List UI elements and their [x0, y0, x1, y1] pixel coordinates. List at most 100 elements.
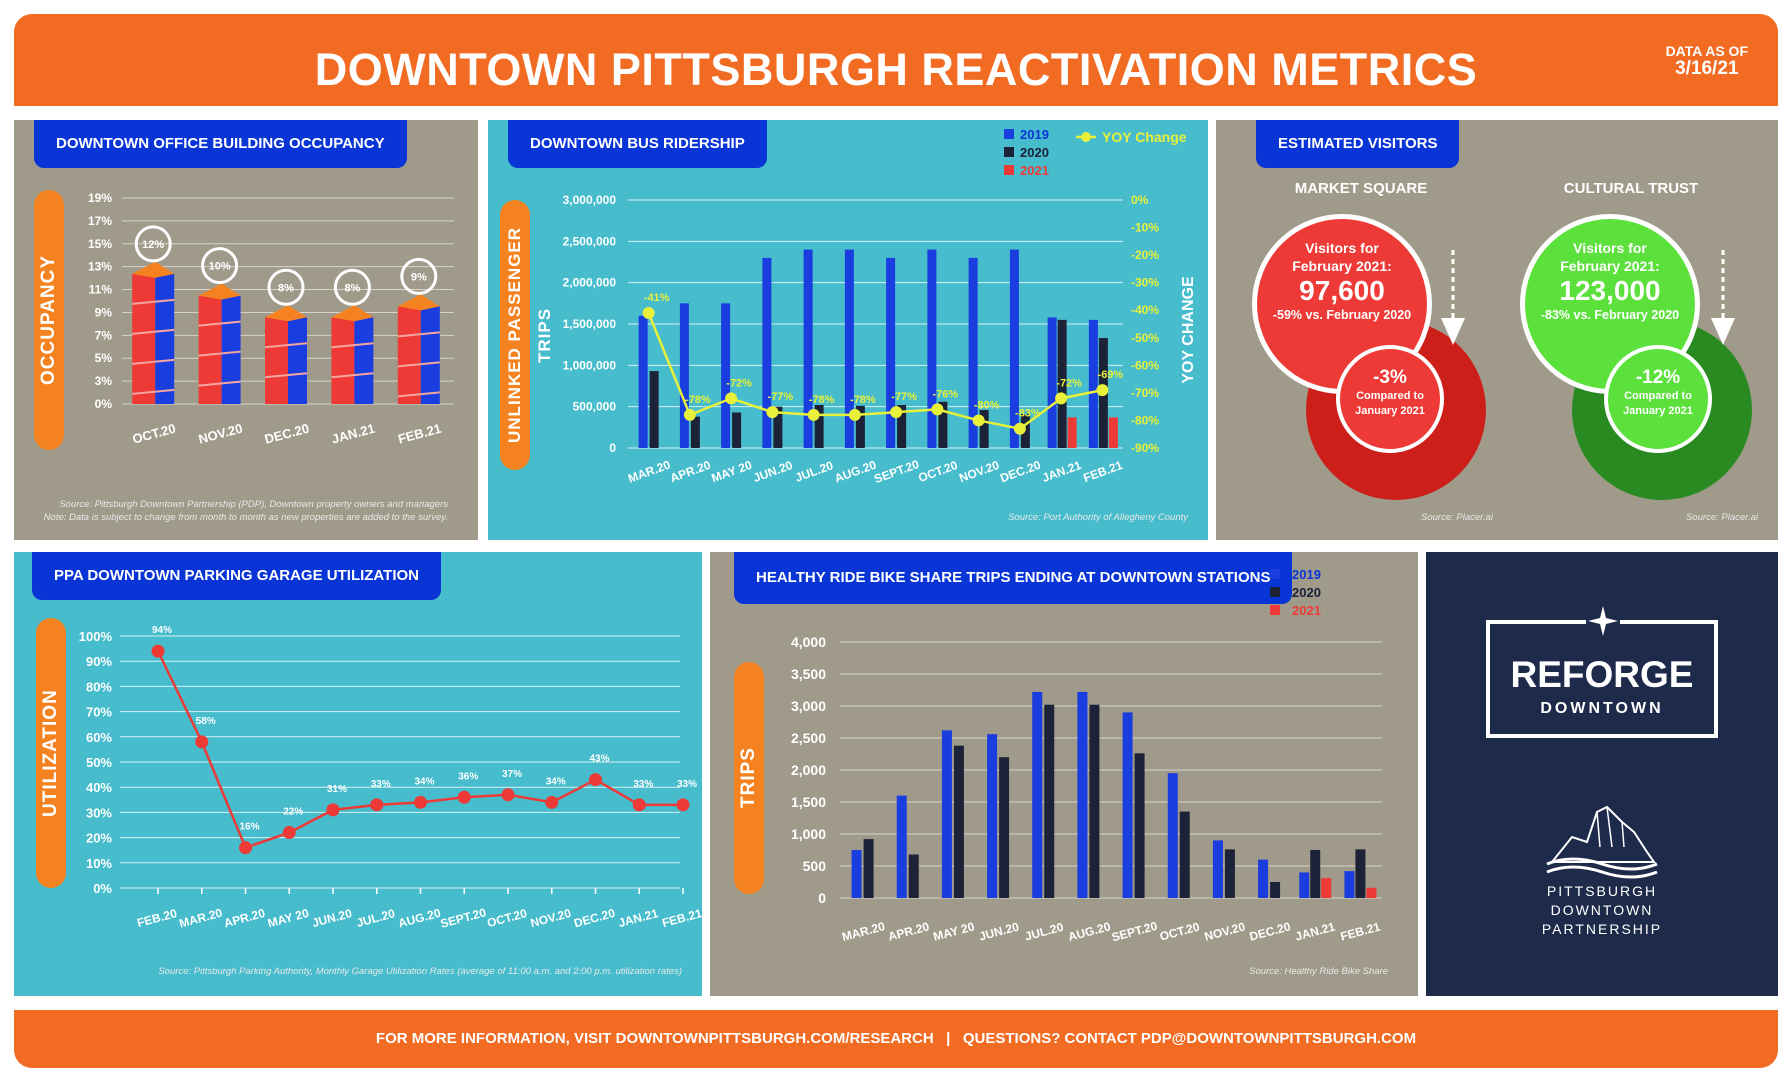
bike-bar-2020 — [1355, 849, 1366, 898]
parking-xtick: JUL.20 — [355, 906, 397, 930]
occupancy-bar-front — [331, 317, 355, 404]
occupancy-label-circle — [400, 257, 438, 295]
bus-bar-2020 — [897, 405, 907, 448]
bike-bar-2020 — [1270, 882, 1281, 898]
bike-ytick: 0 — [818, 890, 826, 906]
bike-bar-2019 — [1344, 871, 1355, 898]
bus-bar-2021 — [1108, 417, 1118, 448]
parking-point — [676, 798, 690, 812]
bike-xtick: NOV.20 — [1203, 919, 1247, 943]
market-square-line1: Visitors for — [1305, 240, 1379, 256]
bus-yoy-label: -77% — [891, 391, 917, 403]
cultural-trust-value: 123,000 — [1559, 275, 1661, 306]
bike-bar-2021 — [1321, 878, 1332, 898]
parking-ytick: 10% — [86, 856, 112, 871]
bus-xtick: NOV.20 — [957, 458, 1001, 485]
occupancy-data-label: 12% — [142, 239, 164, 251]
bus-bar-2019 — [1088, 319, 1098, 448]
bus-y2tick: -60% — [1131, 358, 1159, 372]
bus-ytick: 1,000,000 — [563, 358, 617, 372]
occupancy-ytick: 3% — [95, 374, 113, 388]
bus-ytick: 1,500,000 — [563, 317, 617, 331]
parking-data-label: 33% — [371, 779, 391, 790]
bus-bar-2020 — [732, 412, 742, 448]
bus-yoy-point — [807, 408, 820, 421]
data-as-of: DATA AS OF 3/16/21 — [1666, 42, 1748, 78]
occupancy-source-line2: Note: Data is subject to change from mon… — [43, 512, 448, 523]
bike-xtick: APR.20 — [887, 919, 932, 943]
bus-yoy-point — [642, 306, 655, 319]
bus-yoy-label: -78% — [850, 394, 876, 406]
parking-line — [156, 650, 683, 850]
parking-xtick: MAY 20 — [266, 906, 311, 930]
bus-yoy-label: -78% — [685, 394, 711, 406]
bike-bar-2019 — [851, 850, 862, 898]
bus-ytick: 3,000,000 — [563, 193, 617, 207]
occupancy-xtick: FEB.21 — [396, 421, 442, 447]
occupancy-bar-front — [132, 273, 156, 404]
bus-bar-2019 — [1009, 249, 1019, 448]
parking-point — [501, 788, 515, 802]
bus-bar-2020 — [773, 406, 783, 448]
bike-bar-2020 — [863, 839, 874, 898]
parking-point — [326, 803, 340, 817]
bike-legend-swatch — [1270, 605, 1280, 615]
parking-ytick: 60% — [86, 730, 112, 745]
parking-point — [457, 790, 471, 804]
bus-yoy-label: -76% — [933, 388, 959, 400]
occupancy-panel: DOWNTOWN OFFICE BUILDING OCCUPANCY OCCUP… — [14, 120, 478, 540]
parking-data-label: 37% — [502, 769, 522, 780]
bike-source: Source: Healthy Ride Bike Share — [1249, 966, 1388, 977]
occupancy-bar-side — [354, 317, 374, 404]
bus-y2tick: -40% — [1131, 303, 1159, 317]
pdp-wordmark: PITTSBURGH DOWNTOWN PARTNERSHIP — [1426, 882, 1778, 939]
cultural-trust-source: Source: Placer.ai — [1686, 512, 1758, 523]
bus-yoy-label: -80% — [974, 399, 1000, 411]
occupancy-bar-top — [132, 261, 175, 278]
occupancy-bar-front — [198, 295, 222, 404]
bus-yoy-point — [848, 408, 861, 421]
parking-point — [370, 798, 384, 812]
bike-bar-2019 — [1212, 840, 1223, 898]
cultural-trust-mom-circle: -12% Compared to January 2021 — [1604, 345, 1712, 453]
parking-xtick: SEPT.20 — [439, 905, 488, 931]
occupancy-data-label: 9% — [411, 271, 427, 283]
occupancy-bar-stripe — [331, 372, 374, 379]
parking-panel: PPA DOWNTOWN PARKING GARAGE UTILIZATION … — [14, 552, 702, 996]
bus-y2tick: -20% — [1131, 248, 1159, 262]
bus-yoy-label: -83% — [1015, 408, 1041, 420]
occupancy-xtick: JAN.21 — [330, 421, 376, 447]
bus-bar-2019 — [927, 249, 937, 448]
bus-yoy-point — [931, 403, 944, 416]
parking-point — [282, 826, 296, 840]
occupancy-ytick: 13% — [88, 260, 112, 274]
data-as-of-label: DATA AS OF — [1665, 43, 1748, 59]
bike-xtick: AUG.20 — [1067, 919, 1113, 944]
bike-ytick: 3,000 — [791, 698, 826, 714]
bus-ytick: 2,500,000 — [563, 234, 617, 248]
parking-ytick: 30% — [86, 805, 112, 820]
bus-bar-2019 — [762, 257, 772, 448]
occupancy-bar-stripe — [397, 331, 440, 338]
bike-bar-2021 — [1366, 887, 1377, 898]
bus-legend-label: 2019 — [1020, 127, 1049, 142]
pdp-wordmark-line2: DOWNTOWN — [1550, 902, 1654, 918]
parking-ytick: 70% — [86, 705, 112, 720]
bike-bar-2020 — [908, 854, 919, 898]
parking-ytick: 0% — [93, 881, 112, 896]
occupancy-bar-stripe — [132, 298, 175, 305]
occupancy-bar-stripe — [198, 380, 241, 387]
occupancy-chart: 0% 3% 5% 7% 9% 11% 13% 15% 17% 19% 12% OCT.20 10% NOV… — [88, 191, 454, 447]
bus-bar-2020 — [1057, 319, 1067, 448]
visitors-tag: ESTIMATED VISITORS — [1256, 120, 1460, 168]
occupancy-bar-top — [397, 294, 440, 311]
parking-data-label: 34% — [414, 776, 434, 787]
occupancy-xtick: DEC.20 — [263, 421, 311, 447]
parking-data-label: 43% — [589, 754, 609, 765]
bus-y2tick: -80% — [1131, 413, 1159, 427]
market-square-mom-line2: January 2021 — [1355, 405, 1425, 417]
bike-ytick: 1,000 — [791, 826, 826, 842]
bus-legend-swatch — [1004, 147, 1014, 157]
occupancy-data-label: 10% — [209, 261, 231, 273]
market-square-mom-value: -3% — [1373, 367, 1407, 388]
